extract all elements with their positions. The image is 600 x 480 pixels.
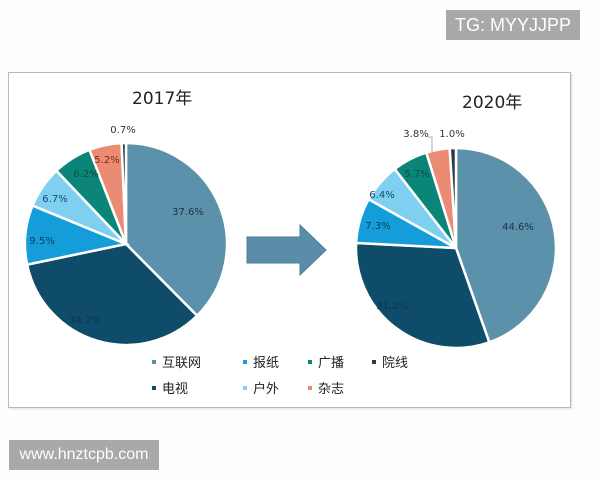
legend-item-cinema: 院线 (372, 352, 408, 371)
data-label: 7.3% (365, 221, 390, 232)
chart-title-2020: 2020年 (462, 93, 522, 113)
leader-line-3.8 (428, 136, 433, 152)
legend-swatch (308, 359, 312, 364)
pie-2017: 37.6% 34.2% 9.5% 6.7% 6.2% 5.2% 0.7% (23, 125, 229, 347)
legend-swatch (152, 385, 156, 390)
data-label: 5.7% (404, 169, 429, 180)
legend-item-magazine: 杂志 (308, 378, 344, 397)
legend-item-internet: 互联网 (152, 352, 201, 371)
chart-title-2017: 2017年 (132, 89, 192, 109)
arrow-right-icon (246, 223, 327, 277)
legend-swatch (243, 359, 247, 364)
legend-item-radio: 广播 (308, 352, 344, 371)
data-label: 5.2% (94, 155, 119, 166)
legend-swatch (308, 385, 312, 390)
data-label: 1.0% (439, 129, 464, 140)
pie-slice-互联网 (124, 141, 229, 318)
data-label: 31.2% (376, 301, 408, 312)
data-label: 9.5% (29, 236, 54, 247)
data-label: 6.2% (73, 169, 98, 180)
pie-slice-互联网 (454, 146, 558, 344)
data-label: 44.6% (502, 222, 534, 233)
legend-swatch (152, 359, 156, 364)
watermark-bottom: www.hnztcpb.com (9, 440, 159, 470)
data-label: 0.7% (110, 125, 135, 136)
watermark-top: TG: MYYJJPP (446, 10, 580, 40)
data-label: 3.8% (403, 129, 428, 140)
legend-swatch (243, 385, 247, 390)
data-label: 34.2% (69, 315, 101, 326)
legend-item-tv: 电视 (152, 378, 188, 397)
legend-swatch (372, 359, 376, 364)
legend-item-outdoor: 户外 (243, 378, 279, 397)
pie-slice-院线 (120, 141, 128, 245)
pie-slice-电视 (354, 241, 491, 350)
data-label: 37.6% (172, 207, 204, 218)
data-label: 6.4% (369, 190, 394, 201)
pie-slice-电视 (25, 242, 199, 347)
pie-slice-院线 (448, 146, 458, 249)
legend-item-newspaper: 报纸 (243, 352, 279, 371)
data-label: 6.7% (42, 194, 67, 205)
pie-2020: 44.6% 31.2% 7.3% 6.4% 5.7% 3.8% 1.0% (354, 129, 558, 350)
